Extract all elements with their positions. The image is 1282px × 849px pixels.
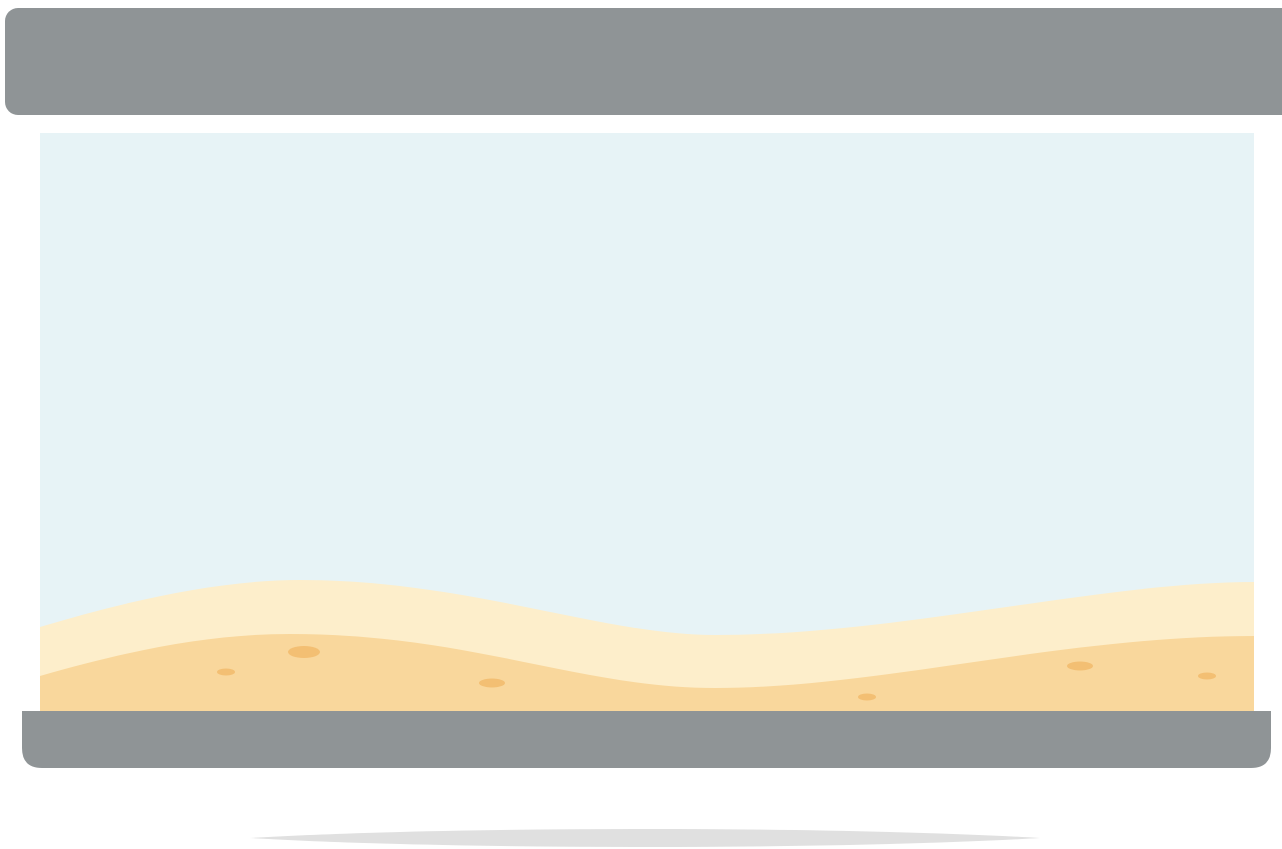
aquarium-illustration bbox=[0, 0, 1282, 849]
page-body bbox=[0, 0, 1282, 849]
page: Aquarium {} html, body { margin: 0; padd… bbox=[0, 0, 1282, 849]
pebble bbox=[858, 694, 876, 701]
pebble bbox=[288, 646, 320, 658]
pebble bbox=[1198, 673, 1216, 680]
pebble bbox=[217, 669, 235, 676]
tank-base bbox=[22, 711, 1271, 768]
tank-shadow bbox=[250, 829, 1040, 847]
pebble bbox=[479, 679, 505, 688]
pebble bbox=[1067, 662, 1093, 671]
tank-lid bbox=[5, 8, 1282, 115]
